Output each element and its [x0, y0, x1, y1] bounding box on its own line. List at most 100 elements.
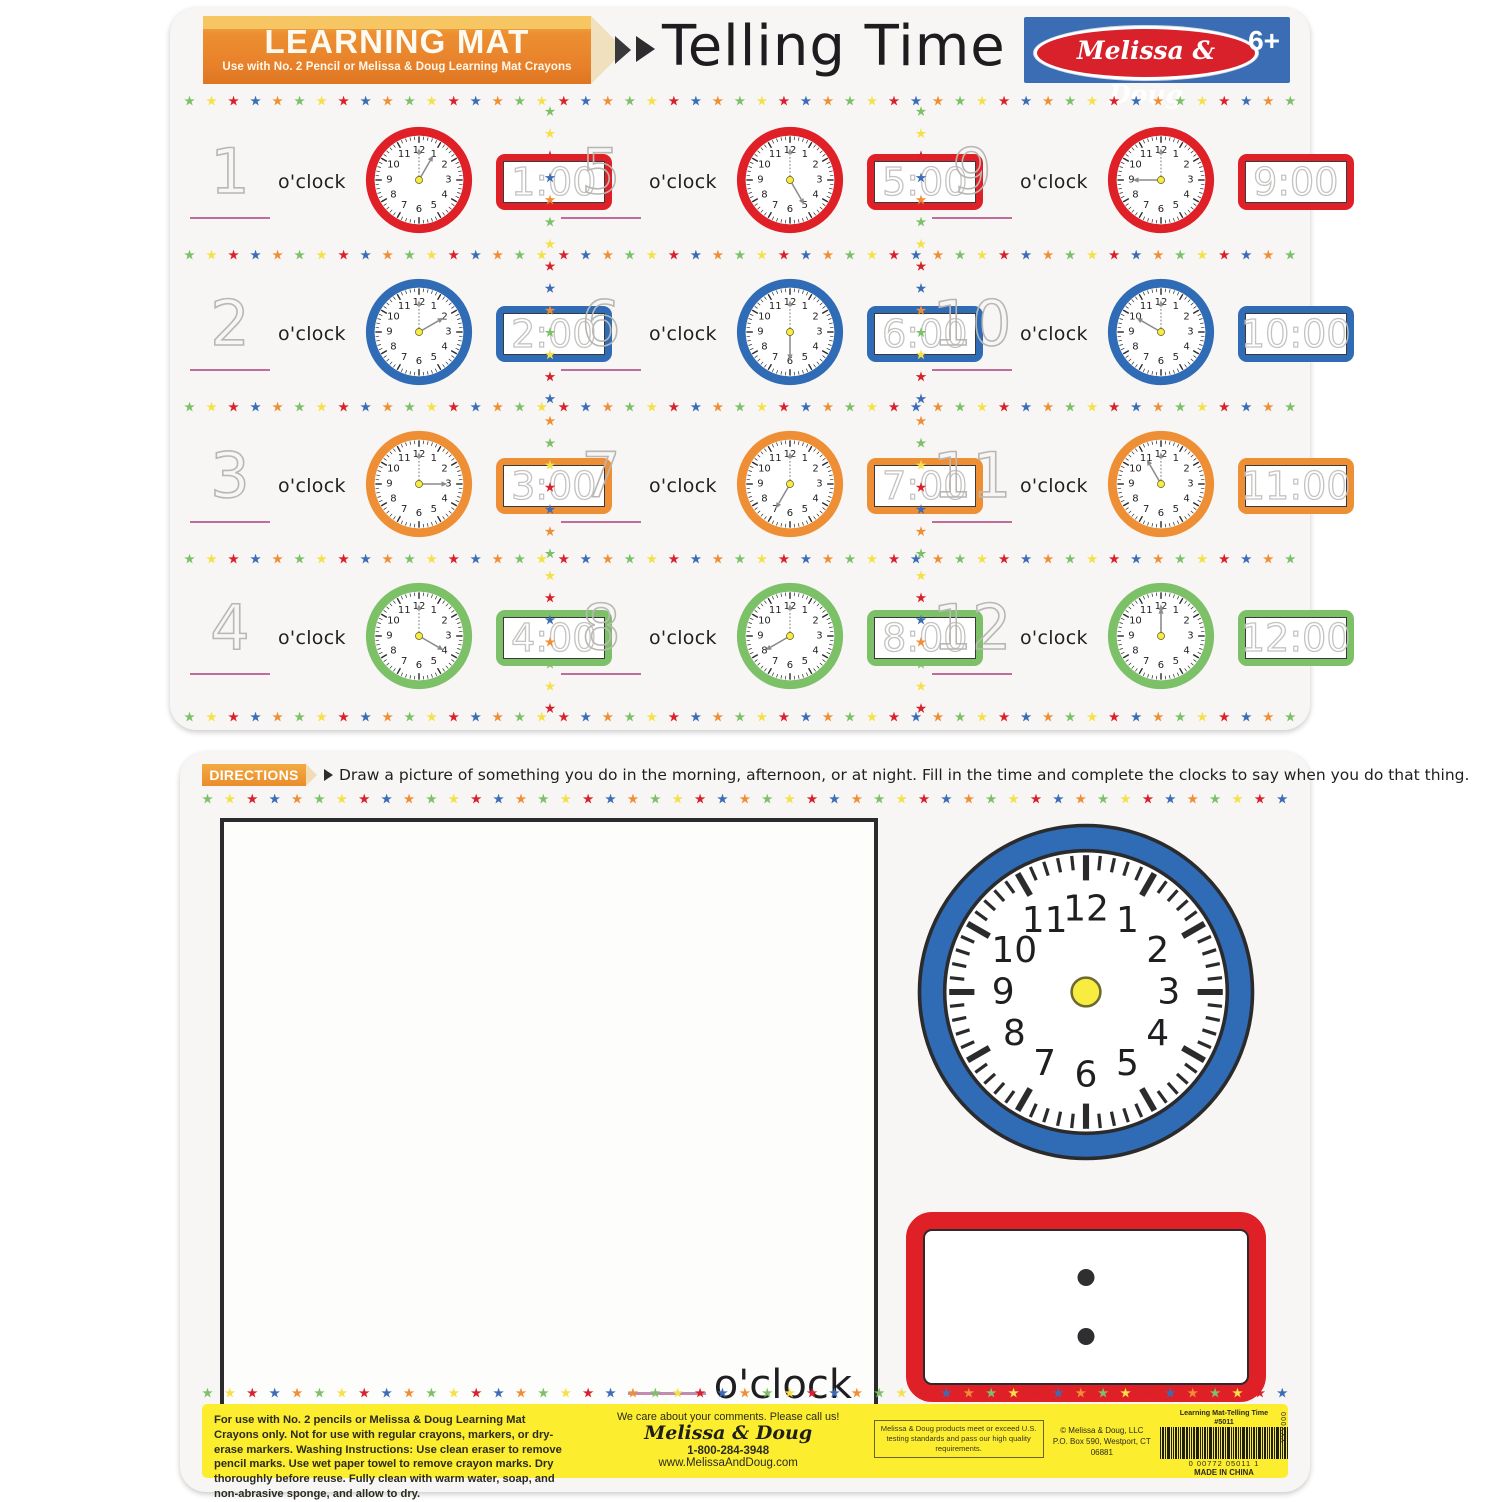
star-icon	[602, 96, 613, 107]
traceable-number[interactable]: 7	[555, 431, 647, 541]
writing-line[interactable]	[561, 217, 641, 220]
exercise-cell[interactable]: 1o'clock1212345678910111:00	[184, 106, 555, 258]
large-digital-display[interactable]	[906, 1212, 1266, 1402]
exercise-cell[interactable]: 8o'clock1212345678910118:00	[555, 562, 926, 714]
writing-line[interactable]	[561, 521, 641, 524]
exercise-cell[interactable]: 7o'clock1212345678910117:00	[555, 410, 926, 562]
exercise-cell[interactable]: 11o'clock12123456789101111:00	[926, 410, 1297, 562]
writing-line[interactable]	[932, 369, 1012, 372]
website-url[interactable]: www.MelissaAndDoug.com	[583, 1457, 874, 1469]
traceable-number[interactable]: 5	[555, 127, 647, 237]
star-icon	[316, 250, 327, 261]
clock-numeral: 11	[398, 148, 411, 159]
star-icon	[690, 96, 701, 107]
clock-numeral: 9	[757, 326, 763, 337]
writing-line[interactable]	[561, 369, 641, 372]
writing-line[interactable]	[190, 673, 270, 676]
traceable-number[interactable]: 8	[555, 583, 647, 693]
clock-numeral: 3	[1187, 478, 1193, 489]
writing-line[interactable]	[932, 673, 1012, 676]
writing-line[interactable]	[190, 217, 270, 220]
exercise-cell[interactable]: 5o'clock1212345678910115:00	[555, 106, 926, 258]
traceable-number[interactable]: 4	[184, 583, 276, 693]
learning-mat-banner: LEARNING MAT Use with No. 2 Pencil or Me…	[203, 16, 623, 84]
traceable-number[interactable]: 2	[184, 279, 276, 389]
barcode-icon	[1160, 1427, 1288, 1459]
digital-clock-display[interactable]: 9:00	[1238, 154, 1354, 210]
digital-clock-display[interactable]: 12:00	[1238, 610, 1354, 666]
star-icon	[778, 712, 789, 723]
star-icon	[690, 712, 701, 723]
clock-numeral: 4	[1183, 341, 1189, 352]
star-icon	[1087, 554, 1098, 565]
star-icon	[672, 1388, 683, 1399]
traceable-number[interactable]: 10	[926, 279, 1018, 389]
star-icon	[272, 96, 283, 107]
writing-line[interactable]	[932, 521, 1012, 524]
exercise-cell[interactable]: 4o'clock1212345678910114:00	[184, 562, 555, 714]
writing-line[interactable]	[932, 217, 1012, 220]
star-icon	[800, 96, 811, 107]
clock-numeral: 11	[769, 148, 782, 159]
star-icon	[624, 96, 635, 107]
star-icon	[1285, 96, 1296, 107]
star-icon	[822, 712, 833, 723]
star-icon	[690, 402, 701, 413]
exercise-cell[interactable]: 9o'clock1212345678910119:00	[926, 106, 1297, 258]
star-icon	[916, 526, 927, 537]
writing-line[interactable]	[190, 369, 270, 372]
clock-numeral: 2	[1183, 311, 1189, 322]
traceable-number[interactable]: 9	[926, 127, 1018, 237]
traceable-number[interactable]: 3	[184, 431, 276, 541]
exercise-cell[interactable]: 3o'clock1212345678910113:00	[184, 410, 555, 562]
digital-clock-display[interactable]: 10:00	[1238, 306, 1354, 362]
clock-numeral: 11	[1140, 148, 1153, 159]
star-icon	[1030, 794, 1041, 805]
star-icon	[492, 96, 503, 107]
star-icon	[580, 96, 591, 107]
traceable-number[interactable]: 6	[555, 279, 647, 389]
star-icon	[807, 1388, 818, 1399]
traceable-number-glyph: 9	[926, 129, 1018, 215]
exercise-cell[interactable]: 12o'clock12123456789101112:00	[926, 562, 1297, 714]
traceable-number[interactable]: 11	[926, 431, 1018, 541]
exercise-cell[interactable]: 2o'clock1212345678910112:00	[184, 258, 555, 410]
clock-numeral: 9	[386, 326, 392, 337]
digital-clock-display[interactable]: 11:00	[1238, 458, 1354, 514]
traceable-number[interactable]: 1	[184, 127, 276, 237]
exercise-cell[interactable]: 10o'clock12123456789101110:00	[926, 258, 1297, 410]
writing-line[interactable]	[190, 521, 270, 524]
writing-line[interactable]	[561, 673, 641, 676]
drawing-area[interactable]: o'clock	[220, 818, 878, 1426]
star-icon	[829, 794, 840, 805]
star-icon	[338, 250, 349, 261]
exercise-cell[interactable]: 6o'clock1212345678910116:00	[555, 258, 926, 410]
traceable-number[interactable]: 12	[926, 583, 1018, 693]
